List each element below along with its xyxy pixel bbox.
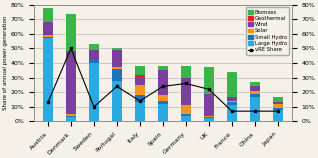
Bar [204,117,214,118]
Bar [135,102,145,121]
Bar [89,60,99,63]
Bar [227,72,237,97]
Bar [227,97,237,101]
Bar [112,67,122,69]
Bar [66,51,76,114]
Bar [66,117,76,121]
Bar [43,37,53,38]
Bar [89,50,99,60]
Y-axis label: Share of annual power generation: Share of annual power generation [3,16,8,110]
Bar [250,86,260,91]
Bar [273,104,283,108]
Bar [181,78,191,105]
Bar [158,66,168,70]
Bar [158,104,168,121]
Bar [204,115,214,117]
Bar [204,67,214,94]
Bar [181,105,191,114]
Bar [273,110,283,121]
Bar [181,115,191,121]
Bar [112,50,122,67]
Bar [250,94,260,97]
Bar [204,118,214,121]
Bar [112,69,122,81]
Bar [227,101,237,102]
Bar [158,70,168,95]
Bar [158,101,168,104]
Bar [273,102,283,104]
Bar [204,94,214,115]
Bar [227,105,237,121]
Bar [135,95,145,102]
Bar [135,85,145,95]
Bar [227,102,237,105]
Bar [89,63,99,121]
Bar [181,66,191,78]
Bar [43,8,53,22]
Bar [158,95,168,101]
Bar [112,81,122,121]
Bar [66,115,76,117]
Bar [273,97,283,102]
Bar [43,35,53,37]
Bar [250,82,260,86]
Bar [89,44,99,50]
Bar [135,66,145,75]
Bar [66,14,76,51]
Bar [43,38,53,121]
Bar [250,91,260,94]
Bar [43,22,53,35]
Bar [135,78,145,85]
Bar [273,108,283,110]
Bar [250,97,260,121]
Bar [112,49,122,50]
Legend: Biomass, Geothermal, Wind, Solar, Small Hydro, Large Hydro, vRE Share: Biomass, Geothermal, Wind, Solar, Small … [246,7,289,55]
Bar [181,114,191,115]
Bar [135,75,145,78]
Bar [66,114,76,115]
